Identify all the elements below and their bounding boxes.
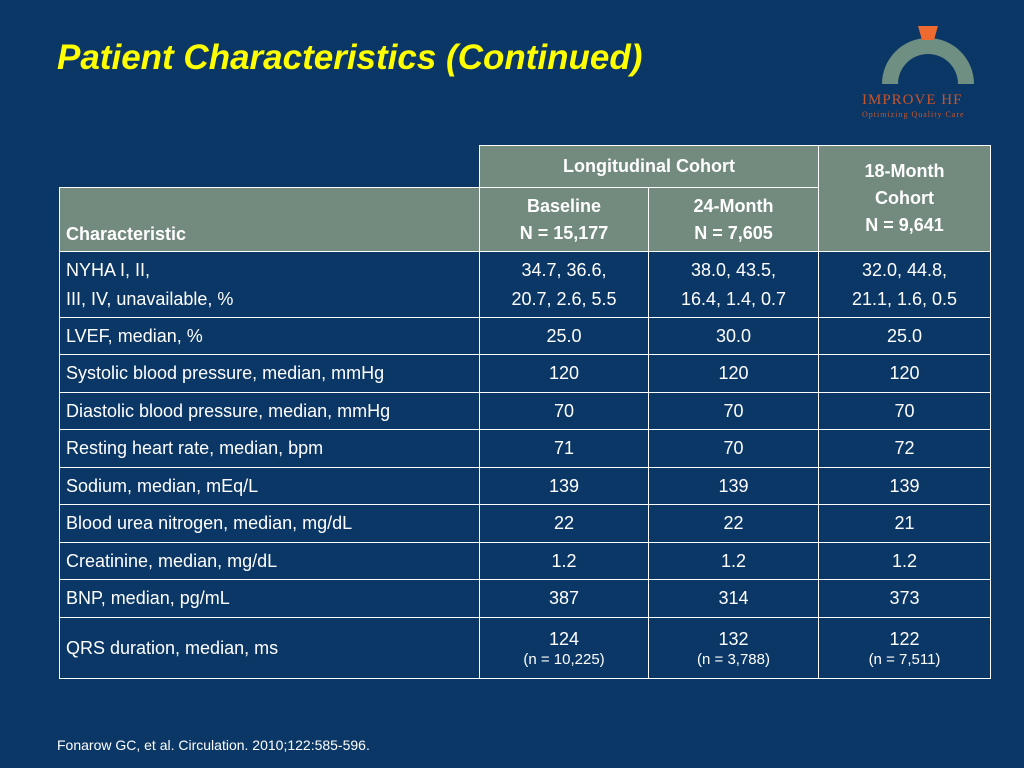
cell-value: 124 [548,629,580,649]
table-row: NYHA I, II, III, IV, unavailable, % 34.7… [59,251,991,318]
cell-n: (n = 7,511) [868,651,941,668]
row-label: Sodium, median, mEq/L [59,467,480,505]
col-18month-header: 18-Month Cohort N = 9,641 [818,145,991,252]
m24-cell: 70 [648,429,819,468]
row-label: Resting heart rate, median, bpm [59,429,480,468]
row-label: Creatinine, median, mg/dL [59,542,480,580]
m18-cell: 72 [818,429,991,468]
logo-main-text: IMPROVE [862,92,937,108]
col-baseline-header: Baseline N = 15,177 [479,187,649,252]
table-row: Creatinine, median, mg/dL 1.2 1.2 1.2 [59,542,991,580]
table-row: LVEF, median, % 25.0 30.0 25.0 [59,317,991,355]
m24-cell: 139 [648,467,819,505]
row-label: BNP, median, pg/mL [59,579,480,618]
table-row: Resting heart rate, median, bpm 71 70 72 [59,429,991,468]
cell-n: (n = 10,225) [523,651,605,668]
m24-cell: 120 [648,354,819,393]
col-24month-header: 24-Month N = 7,605 [648,187,819,252]
m18-cell: 21 [818,504,991,543]
logo-text: IMPROVE HF [862,92,1002,109]
cell-line1: 38.0, 43.5, [690,259,777,280]
baseline-cell: 71 [479,429,649,468]
slide-title: Patient Characteristics (Continued) [57,38,643,77]
col-baseline-line1: Baseline [526,195,602,216]
cell-n: (n = 3,788) [697,651,770,668]
m24-cell: 132 (n = 3,788) [648,617,819,679]
improve-hf-logo [882,26,974,84]
cell-line2: 16.4, 1.4, 0.7 [680,288,787,309]
table-corner [60,146,480,188]
col-18month-line2: Cohort [875,188,934,208]
row-label: Blood urea nitrogen, median, mg/dL [59,504,480,543]
col-24month-line1: 24-Month [693,195,774,216]
logo-hf-text: HF [941,92,963,108]
baseline-cell: 120 [479,354,649,393]
baseline-cell: 25.0 [479,317,649,355]
baseline-cell: 124 (n = 10,225) [479,617,649,679]
m18-cell: 25.0 [818,317,991,355]
m24-cell: 314 [648,579,819,618]
m18-cell: 1.2 [818,542,991,580]
row-label-line2: III, IV, unavailable, % [66,288,234,309]
table-row: Sodium, median, mEq/L 139 139 139 [59,467,991,505]
longitudinal-cohort-header: Longitudinal Cohort [479,145,819,188]
col-24month-line2: N = 7,605 [694,222,773,243]
cell-line1: 32.0, 44.8, [861,259,948,280]
baseline-cell: 22 [479,504,649,543]
table-row: Blood urea nitrogen, median, mg/dL 22 22… [59,504,991,543]
row-label: QRS duration, median, ms [59,617,480,679]
m18-cell: 70 [818,392,991,430]
baseline-cell: 139 [479,467,649,505]
table-row: Systolic blood pressure, median, mmHg 12… [59,354,991,393]
table-row: Diastolic blood pressure, median, mmHg 7… [59,392,991,430]
row-label: NYHA I, II, III, IV, unavailable, % [59,251,480,318]
row-label-line1: NYHA I, II, [66,259,151,280]
table-row: BNP, median, pg/mL 387 314 373 [59,579,991,618]
col-baseline-line2: N = 15,177 [519,222,609,243]
table-row: QRS duration, median, ms 124 (n = 10,225… [59,617,991,679]
cell-value: 132 [718,629,749,649]
col-characteristic-header: Characteristic [59,187,480,252]
m24-cell: 30.0 [648,317,819,355]
patient-characteristics-table: Longitudinal Cohort 18-Month Cohort N = … [59,145,991,679]
cell-line2: 21.1, 1.6, 0.5 [851,288,958,309]
m18-cell: 120 [818,354,991,393]
m18-cell: 122 (n = 7,511) [818,617,991,679]
baseline-cell: 70 [479,392,649,430]
baseline-cell: 34.7, 36.6, 20.7, 2.6, 5.5 [479,251,649,318]
m18-cell: 139 [818,467,991,505]
baseline-cell: 1.2 [479,542,649,580]
m24-cell: 38.0, 43.5, 16.4, 1.4, 0.7 [648,251,819,318]
col-18month-line1: 18-Month [864,161,945,181]
row-label: Diastolic blood pressure, median, mmHg [59,392,480,430]
m18-cell: 32.0, 44.8, 21.1, 1.6, 0.5 [818,251,991,318]
cell-line1: 34.7, 36.6, [521,259,607,280]
logo-accent-icon [918,26,938,40]
baseline-cell: 387 [479,579,649,618]
cell-value: 122 [889,629,920,649]
col-18month-line3: N = 9,641 [865,215,944,235]
logo-arc-icon [882,38,974,84]
m24-cell: 70 [648,392,819,430]
row-label: LVEF, median, % [59,317,480,355]
m18-cell: 373 [818,579,991,618]
m24-cell: 22 [648,504,819,543]
cell-line2: 20.7, 2.6, 5.5 [511,288,617,309]
citation-footer: Fonarow GC, et al. Circulation. 2010;122… [57,737,370,753]
m24-cell: 1.2 [648,542,819,580]
logo-tagline: Optimizing Quality Care [862,110,965,119]
row-label: Systolic blood pressure, median, mmHg [59,354,480,393]
